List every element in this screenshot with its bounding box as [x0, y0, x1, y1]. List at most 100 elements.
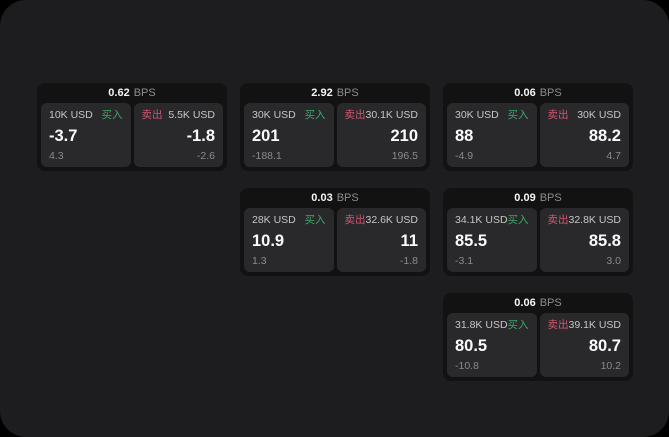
quote-card-header: 2.92 BPS [244, 83, 426, 103]
buy-sub-value: -3.1 [455, 255, 474, 267]
sell-panel[interactable]: 卖出 30K USD 88.2 4.7 [539, 103, 629, 167]
bps-unit-label: BPS [133, 87, 156, 99]
quote-card: 0.62 BPS 10K USD 买入 -3.7 4.3 卖出 5.5K USD… [37, 83, 227, 171]
sell-sub-value: -1.8 [399, 255, 418, 267]
sell-price-value: 11 [400, 231, 418, 250]
sell-panel-top: 卖出 5.5K USD [142, 109, 216, 121]
sell-price-value: 88.2 [588, 126, 621, 145]
quote-card-header: 0.09 BPS [447, 188, 629, 208]
bps-spread-value: 2.92 [311, 87, 333, 99]
buy-panel[interactable]: 34.1K USD 买入 85.5 -3.1 [447, 208, 537, 272]
buy-sub-value: -188.1 [252, 150, 282, 162]
buy-panel[interactable]: 30K USD 买入 201 -188.1 [244, 103, 334, 167]
buy-panel-top: 28K USD 买入 [252, 214, 326, 226]
buy-panel-top: 30K USD 买入 [455, 109, 529, 121]
buy-side-label: 买入 [101, 109, 123, 121]
sell-sub-value: 4.7 [606, 150, 621, 162]
buy-panel[interactable]: 31.8K USD 买入 80.5 -10.8 [447, 313, 537, 377]
buy-price-value: 80.5 [455, 336, 488, 355]
sell-panel[interactable]: 卖出 30.1K USD 210 196.5 [336, 103, 426, 167]
buy-price-value: -3.7 [49, 126, 78, 145]
quote-card-header: 0.06 BPS [447, 293, 629, 313]
buy-side-label: 买入 [304, 214, 326, 226]
buy-panel-top: 34.1K USD 买入 [455, 214, 529, 226]
sell-price-value: 85.8 [588, 231, 621, 250]
quote-card: 0.06 BPS 30K USD 买入 88 -4.9 卖出 30K USD 8… [443, 83, 633, 171]
buy-sub-value: -10.8 [455, 360, 479, 372]
buy-price-value: 201 [252, 126, 280, 145]
buy-side-label: 买入 [507, 214, 529, 226]
buy-size-label: 31.8K USD [455, 319, 508, 331]
sell-size-label: 32.6K USD [365, 214, 419, 226]
quote-card-header: 0.06 BPS [447, 83, 629, 103]
buy-panel-top: 31.8K USD 买入 [455, 319, 529, 331]
sell-size-label: 32.8K USD [568, 214, 622, 226]
sell-price-value: -1.8 [186, 126, 215, 145]
buy-size-label: 30K USD [455, 109, 499, 121]
sell-panel[interactable]: 卖出 5.5K USD -1.8 -2.6 [133, 103, 223, 167]
sell-size-label: 39.1K USD [568, 319, 622, 331]
buy-panel-top: 30K USD 买入 [252, 109, 326, 121]
buy-panel[interactable]: 30K USD 买入 88 -4.9 [447, 103, 537, 167]
sell-panel-top: 卖出 32.6K USD [345, 214, 419, 226]
buy-side-label: 买入 [507, 319, 529, 331]
buy-panel-top: 10K USD 买入 [49, 109, 123, 121]
buy-side-label: 买入 [304, 109, 326, 121]
sell-panel[interactable]: 卖出 32.6K USD 11 -1.8 [336, 208, 426, 272]
sell-price-value: 210 [390, 126, 418, 145]
sell-panel-top: 卖出 39.1K USD [548, 319, 622, 331]
quote-card: 0.03 BPS 28K USD 买入 10.9 1.3 卖出 32.6K US… [240, 188, 430, 276]
quote-panels: 10K USD 买入 -3.7 4.3 卖出 5.5K USD -1.8 -2.… [41, 103, 223, 167]
quote-card: 2.92 BPS 30K USD 买入 201 -188.1 卖出 30.1K … [240, 83, 430, 171]
sell-side-label: 卖出 [344, 214, 366, 226]
buy-price-value: 10.9 [252, 231, 285, 250]
sell-panel[interactable]: 卖出 32.8K USD 85.8 3.0 [539, 208, 629, 272]
bps-unit-label: BPS [336, 87, 359, 99]
quote-panels: 30K USD 买入 88 -4.9 卖出 30K USD 88.2 4.7 [447, 103, 629, 167]
buy-size-label: 30K USD [252, 109, 296, 121]
buy-side-label: 买入 [507, 109, 529, 121]
bps-unit-label: BPS [336, 192, 359, 204]
sell-sub-value: 3.0 [606, 255, 621, 267]
quote-card-header: 0.62 BPS [41, 83, 223, 103]
bps-spread-value: 0.62 [108, 87, 130, 99]
buy-price-value: 85.5 [455, 231, 488, 250]
sell-side-label: 卖出 [547, 214, 569, 226]
buy-panel[interactable]: 28K USD 买入 10.9 1.3 [244, 208, 334, 272]
sell-side-label: 卖出 [344, 109, 366, 121]
bps-unit-label: BPS [539, 297, 562, 309]
sell-panel[interactable]: 卖出 39.1K USD 80.7 10.2 [539, 313, 629, 377]
bps-spread-value: 0.03 [311, 192, 333, 204]
buy-sub-value: 4.3 [49, 150, 64, 162]
sell-sub-value: 196.5 [391, 150, 418, 162]
bps-unit-label: BPS [539, 87, 562, 99]
sell-side-label: 卖出 [547, 109, 569, 121]
buy-sub-value: -4.9 [455, 150, 474, 162]
sell-side-label: 卖出 [141, 109, 163, 121]
quote-panels: 31.8K USD 买入 80.5 -10.8 卖出 39.1K USD 80.… [447, 313, 629, 377]
quote-panels: 28K USD 买入 10.9 1.3 卖出 32.6K USD 11 -1.8 [244, 208, 426, 272]
buy-panel[interactable]: 10K USD 买入 -3.7 4.3 [41, 103, 131, 167]
buy-sub-value: 1.3 [252, 255, 267, 267]
buy-size-label: 28K USD [252, 214, 296, 226]
quote-panels: 34.1K USD 买入 85.5 -3.1 卖出 32.8K USD 85.8… [447, 208, 629, 272]
sell-size-label: 5.5K USD [168, 109, 215, 121]
sell-panel-top: 卖出 30K USD [548, 109, 622, 121]
buy-price-value: 88 [455, 126, 474, 145]
sell-panel-top: 卖出 30.1K USD [345, 109, 419, 121]
quote-card-grid: 0.62 BPS 10K USD 买入 -3.7 4.3 卖出 5.5K USD… [37, 83, 633, 381]
sell-size-label: 30K USD [577, 109, 621, 121]
quote-card-header: 0.03 BPS [244, 188, 426, 208]
bps-unit-label: BPS [539, 192, 562, 204]
sell-side-label: 卖出 [547, 319, 569, 331]
sell-size-label: 30.1K USD [365, 109, 419, 121]
buy-size-label: 10K USD [49, 109, 93, 121]
sell-panel-top: 卖出 32.8K USD [548, 214, 622, 226]
sell-price-value: 80.7 [588, 336, 621, 355]
bps-spread-value: 0.06 [514, 87, 536, 99]
sell-sub-value: -2.6 [196, 150, 215, 162]
sell-sub-value: 10.2 [600, 360, 621, 372]
buy-size-label: 34.1K USD [455, 214, 508, 226]
bps-spread-value: 0.09 [514, 192, 536, 204]
